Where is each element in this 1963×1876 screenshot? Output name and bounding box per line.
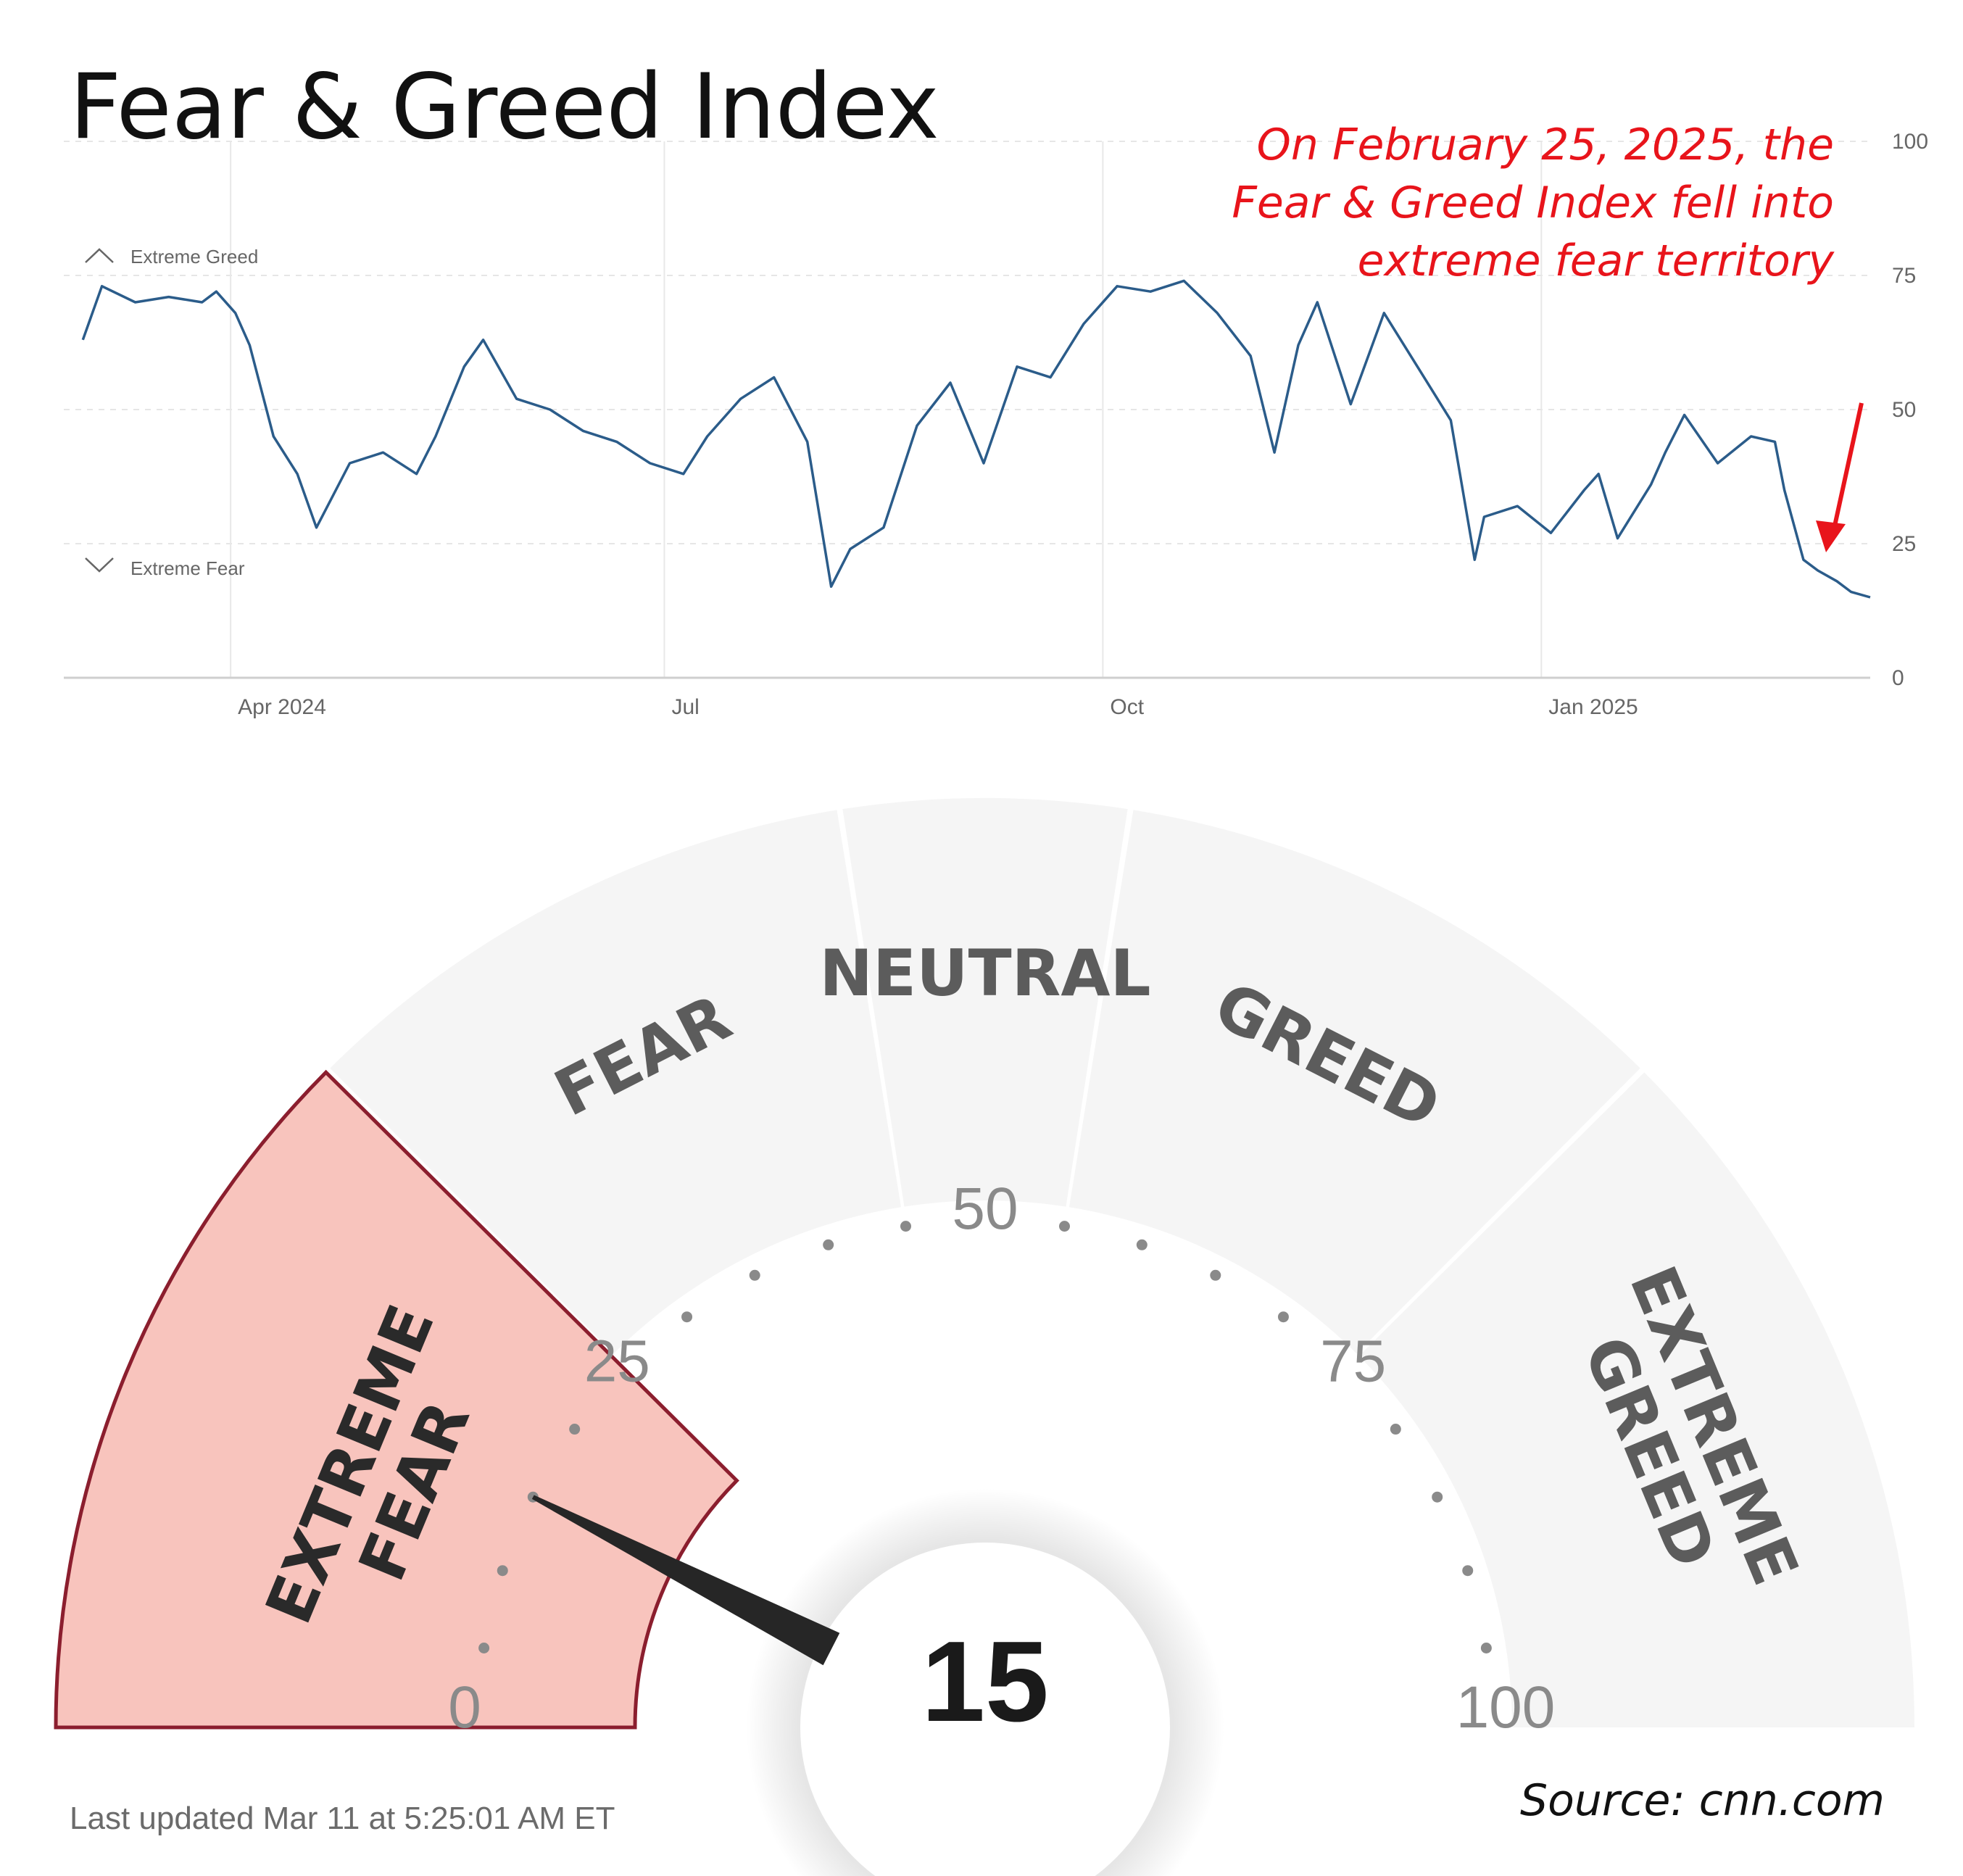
zone-markers: Extreme Greed Extreme Fear [85, 246, 258, 579]
gauge-tick-labels: 0 25 50 75 100 [448, 1176, 1555, 1740]
gauge-needle [531, 1495, 840, 1666]
y-axis: 0 25 50 75 100 [1892, 130, 1928, 690]
gauge-tick-dot [1480, 1642, 1492, 1653]
segment-neutral [842, 797, 1128, 1207]
segment-label: NEUTRAL [819, 936, 1150, 1010]
gauge-tick-label: 25 [584, 1328, 650, 1394]
y-tick-label: 75 [1892, 264, 1916, 288]
annotation-arrow [1832, 402, 1864, 530]
x-axis: Apr 2024 Jul Oct Jan 2025 [64, 676, 1870, 719]
annotation-line-3: extreme fear territory [1358, 236, 1835, 286]
last-updated: Last updated Mar 11 at 5:25:01 AM ET [70, 1801, 615, 1836]
gauge-tick-dot [1059, 1221, 1071, 1232]
y-tick-label: 25 [1892, 532, 1916, 556]
source-credit: Source: cnn.com [1520, 1775, 1885, 1826]
segment-extreme-fear [54, 1069, 739, 1730]
chart-grid [64, 141, 1870, 678]
gauge-tick-dot [900, 1221, 911, 1232]
line-chart: Apr 2024 Jul Oct Jan 2025 0 25 50 75 100 Extrem… [64, 130, 1928, 719]
gauge-tick-dot [478, 1642, 490, 1653]
index-line [81, 279, 1871, 599]
x-tick-label: Jul [671, 695, 699, 719]
extreme-greed-label: Extreme Greed [130, 246, 258, 267]
gauge-segments [54, 797, 1914, 1730]
gauge-tick-dot [569, 1424, 581, 1435]
gauge-tick-dot [1432, 1491, 1443, 1503]
chevron-up-icon [85, 248, 114, 263]
segment-extreme-greed [1358, 1072, 1914, 1727]
gauge-tick-dot [823, 1239, 834, 1250]
gauge-hub [800, 1543, 1170, 1876]
page-title: Fear & Greed Index [70, 55, 939, 159]
segment-greed [1068, 810, 1640, 1354]
x-tick-label: Jan 2025 [1548, 695, 1638, 719]
segment-label-group: NEUTRAL [819, 936, 1150, 1010]
gauge-tick-dot [1136, 1239, 1147, 1250]
gauge-ticks [478, 1221, 1492, 1653]
y-tick-label: 50 [1892, 398, 1916, 422]
y-tick-label: 0 [1892, 666, 1904, 690]
gauge-tick-dot [681, 1311, 693, 1323]
annotation-line-2: Fear & Greed Index fell into [1232, 178, 1834, 228]
gauge-tick-label: 0 [448, 1674, 481, 1740]
gauge-tick-label: 50 [952, 1176, 1018, 1242]
gauge-tick-dot [1277, 1311, 1289, 1323]
gauge-tick-label: 100 [1456, 1674, 1556, 1740]
annotation-line-1: On February 25, 2025, the [1257, 120, 1834, 170]
gauge-tick-dot [1210, 1269, 1221, 1281]
y-tick-label: 100 [1892, 130, 1928, 154]
arrow-head-icon [1816, 520, 1846, 552]
gauge-value: 15 [921, 1618, 1049, 1746]
gauge-tick-dot [1462, 1565, 1474, 1577]
gauge-tick-dot [749, 1269, 760, 1281]
gauge-tick-dot [1390, 1424, 1401, 1435]
extreme-fear-label: Extreme Fear [130, 557, 245, 579]
chevron-down-icon [85, 557, 114, 573]
x-tick-label: Oct [1110, 695, 1144, 719]
annotation: On February 25, 2025, the Fear & Greed I… [1232, 120, 1864, 552]
x-tick-label: Apr 2024 [238, 695, 326, 719]
gauge-tick-label: 75 [1320, 1328, 1386, 1394]
gauge-tick-dot [497, 1565, 508, 1577]
segment-fear [330, 810, 902, 1354]
